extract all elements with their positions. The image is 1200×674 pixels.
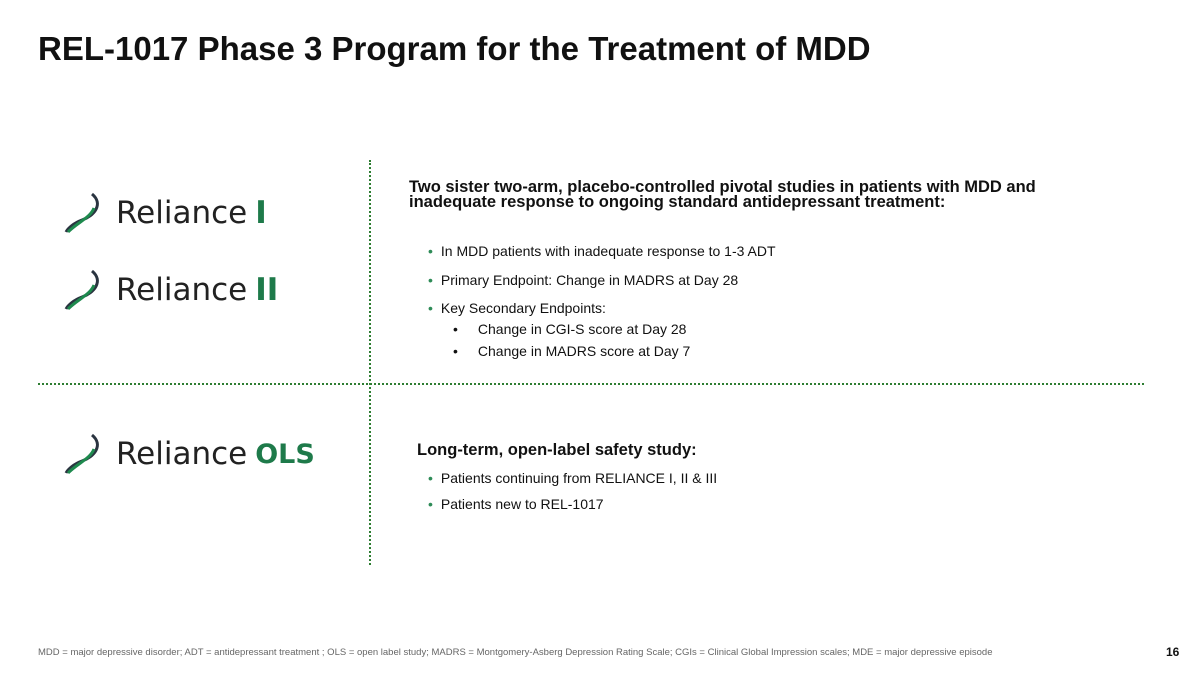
footnote: MDD = major depressive disorder; ADT = a… [38,647,993,658]
bullet-text: Primary Endpoint: Change in MADRS at Day… [440,272,739,288]
bullet-item: • Patients new to REL-1017 [428,496,604,512]
swoosh-icon [64,433,99,475]
bullet-text: Patients new to REL-1017 [440,496,604,512]
bullet-item: • In MDD patients with inadequate respons… [428,243,776,259]
logo-suffix: II [255,272,279,308]
bullet-item: • Patients continuing from RELIANCE I, II… [428,470,718,486]
bullet-text: Patients continuing from RELIANCE I, II … [440,470,718,486]
logo-suffix: OLS [255,438,315,470]
reliance-i-logo: Reliance I [64,192,267,234]
page-title: REL-1017 Phase 3 Program for the Treatme… [38,30,871,67]
logo-suffix: I [255,195,267,231]
bullet-text: In MDD patients with inadequate response… [440,243,776,259]
swoosh-icon [64,269,99,311]
logo-word: Reliance [116,272,248,308]
swoosh-icon [64,192,99,234]
logo-word: Reliance [116,436,248,472]
bullet-item: • Key Secondary Endpoints: [428,300,606,316]
vertical-divider [369,160,371,565]
bullet-item: • Primary Endpoint: Change in MADRS at Da… [428,272,739,288]
ols-heading: Long-term, open-label safety study: [417,441,697,459]
sub-bullet-item: • Change in CGI-S score at Day 28 [453,321,687,337]
bullet-text: Change in MADRS score at Day 7 [477,343,691,359]
reliance-ii-logo: Reliance II [64,269,278,311]
logo-word: Reliance [116,195,248,231]
horizontal-divider [38,383,1144,385]
reliance-ols-logo: Reliance OLS [64,433,315,475]
page-number: 16 [1166,645,1180,659]
sub-bullet-item: • Change in MADRS score at Day 7 [453,343,691,359]
bullet-text: Key Secondary Endpoints: [440,300,606,316]
pivotal-heading: Two sister two-arm, placebo-controlled p… [409,178,1036,211]
bullet-text: Change in CGI-S score at Day 28 [477,321,687,337]
